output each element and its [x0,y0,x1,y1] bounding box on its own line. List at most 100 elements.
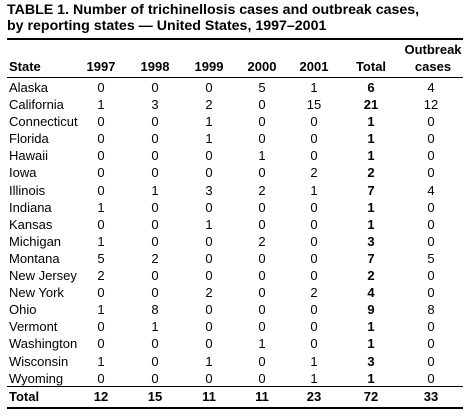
cell-2001: 0 [310,250,318,266]
cell-2000: 0 [258,114,266,130]
cell-2001: 0 [310,114,318,130]
cell-2000: 5 [258,80,266,95]
cell-2001: 0 [310,302,318,318]
cell-1997: 5 [97,250,105,266]
header-outbreak-line2: cases [414,59,452,74]
cell-2001: 0 [310,319,318,335]
cell-2000: 0 [258,131,266,147]
cell-1999: 0 [205,302,213,318]
cell-1998: 0 [151,165,159,181]
cell-total: 2 [367,268,375,284]
table-row: Connecticut 0 0 1 0 0 1 0 [7,113,463,130]
cell-2000: 1 [258,148,266,164]
cell-1998: 0 [151,199,159,215]
cell-1999: 0 [205,199,213,215]
cell-total: 3 [367,233,375,249]
cell-state: Vermont [9,319,58,335]
cell-1998: 0 [151,353,159,369]
cell-state: New York [9,285,64,301]
cell-2001: 15 [306,97,322,113]
cell-2000: 0 [258,199,266,215]
cell-1999: 1 [205,131,213,147]
cell-2001: 1 [310,353,318,369]
cell-1998: 0 [151,131,159,147]
cell-1997: 0 [97,114,105,130]
cell-outbreak: 0 [427,268,435,284]
cell-1999: 1 [205,353,213,369]
table-row: Wisconsin 1 0 1 0 1 3 0 [7,353,463,370]
cell-1999: 0 [205,336,213,352]
cell-2001: 0 [310,148,318,164]
cell-1998: 0 [151,80,159,95]
cell-1998: 0 [151,336,159,352]
cell-outbreak: 4 [427,80,435,95]
cell-state: Washington [9,336,78,352]
header-2001: 2001 [299,59,329,74]
cell-state: Ohio [9,302,37,318]
cell-2000: 0 [258,268,266,284]
cell-outbreak: 0 [427,370,435,386]
cell-total: 1 [367,216,375,232]
table-row: Washington 0 0 0 1 0 1 0 [7,335,463,352]
cell-total: 1 [367,114,375,130]
cell-2001: 0 [310,216,318,232]
cell-1998: 0 [151,216,159,232]
cell-2000: 0 [258,165,266,181]
cell-2001: 0 [310,131,318,147]
cell-total: 1 [367,370,375,386]
table-row: Indiana 1 0 0 0 0 1 0 [7,199,463,216]
cell-1997: 0 [97,80,105,95]
table-row: Alaska 0 0 0 5 1 6 4 [7,79,463,96]
cell-1999: 3 [205,182,213,198]
cell-1997: 0 [97,131,105,147]
cell-state: Iowa [9,165,37,181]
cell-1999: 1 [205,216,213,232]
cell-1997: 0 [97,148,105,164]
cell-2001: 1 [310,182,318,198]
cell-outbreak: 0 [427,199,435,215]
cell-2000: 0 [258,370,266,386]
table-row: Michigan 1 0 0 2 0 3 0 [7,233,463,250]
total-outbreak: 33 [423,389,439,404]
table-title: TABLE 1. Number of trichinellosis cases … [7,2,420,34]
cell-total: 1 [367,199,375,215]
cell-1999: 0 [205,148,213,164]
header-state: State [9,59,41,74]
table-row: Iowa 0 0 0 0 2 2 0 [7,164,463,181]
cell-2000: 1 [258,336,266,352]
table-row: Kansas 0 0 1 0 0 1 0 [7,216,463,233]
cell-total: 4 [367,285,375,301]
cell-1997: 0 [97,336,105,352]
cell-state: Wisconsin [9,353,69,369]
cell-total: 1 [367,319,375,335]
table-header: State 1997 1998 1999 2000 2001 Total Out… [7,40,463,77]
total-row: Total 12 15 11 11 23 72 33 [7,388,463,406]
cell-outbreak: 0 [427,165,435,181]
cell-total: 7 [367,250,375,266]
cell-2000: 0 [258,250,266,266]
cell-outbreak: 0 [427,336,435,352]
cell-total: 7 [367,182,375,198]
table-row: Hawaii 0 0 0 1 0 1 0 [7,147,463,164]
cell-2000: 0 [258,319,266,335]
cell-1998: 1 [151,182,159,198]
cell-1998: 0 [151,268,159,284]
cell-2000: 0 [258,216,266,232]
cell-outbreak: 0 [427,319,435,335]
header-1998: 1998 [140,59,170,74]
cell-1998: 3 [151,97,159,113]
total-1997: 12 [93,389,109,404]
table-body: Alaska 0 0 0 5 1 6 4 California 1 3 2 0 15 21 12 Connect… [7,79,463,387]
cell-outbreak: 0 [427,216,435,232]
cell-1997: 1 [97,302,105,318]
cell-2000: 0 [258,353,266,369]
cell-1999: 0 [205,370,213,386]
cell-1997: 1 [97,353,105,369]
cell-state: Florida [9,131,49,147]
cell-state: Alaska [9,80,49,95]
cell-outbreak: 12 [423,97,439,113]
cell-2001: 0 [310,268,318,284]
cell-outbreak: 0 [427,353,435,369]
table-row: Wyoming 0 0 0 0 1 1 0 [7,370,463,387]
